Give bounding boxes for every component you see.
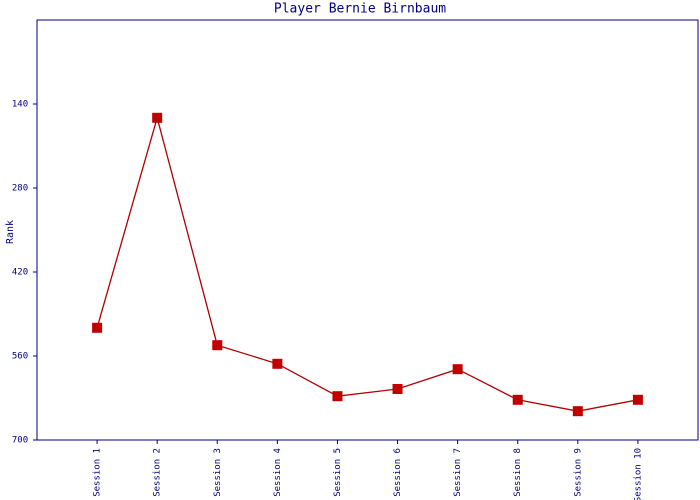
data-point (152, 112, 163, 123)
data-point (572, 406, 583, 417)
x-tick-label: Session 6 (393, 448, 403, 497)
data-point (452, 364, 463, 375)
data-point (632, 394, 643, 405)
data-point (212, 340, 223, 351)
data-point (512, 394, 523, 405)
y-tick-label: 280 (12, 184, 28, 194)
data-point (272, 358, 283, 369)
x-tick-label: Session 7 (453, 448, 463, 497)
data-point (332, 391, 343, 402)
x-tick-label: Session 2 (153, 448, 163, 497)
data-point (92, 322, 103, 333)
data-line (96, 115, 639, 412)
y-tick-label: 420 (12, 268, 28, 278)
chart-title: Player Bernie Birnbaum (274, 2, 446, 17)
y-tick-label: 560 (12, 352, 28, 362)
y-tick-label: 140 (12, 100, 28, 110)
x-tick-label: Session 10 (633, 448, 643, 500)
plot-frame (36, 19, 699, 441)
x-tick-label: Session 4 (273, 448, 283, 497)
x-tick-label: Session 3 (213, 448, 223, 497)
data-point (392, 384, 403, 394)
x-tick-label: Session 8 (513, 448, 523, 497)
x-tick-label: Session 9 (573, 448, 583, 497)
y-tick-label: 700 (12, 436, 28, 446)
x-tick-label: Session 5 (333, 448, 343, 497)
y-axis-label: Rank (5, 220, 16, 244)
x-tick-label: Session 1 (93, 448, 103, 497)
